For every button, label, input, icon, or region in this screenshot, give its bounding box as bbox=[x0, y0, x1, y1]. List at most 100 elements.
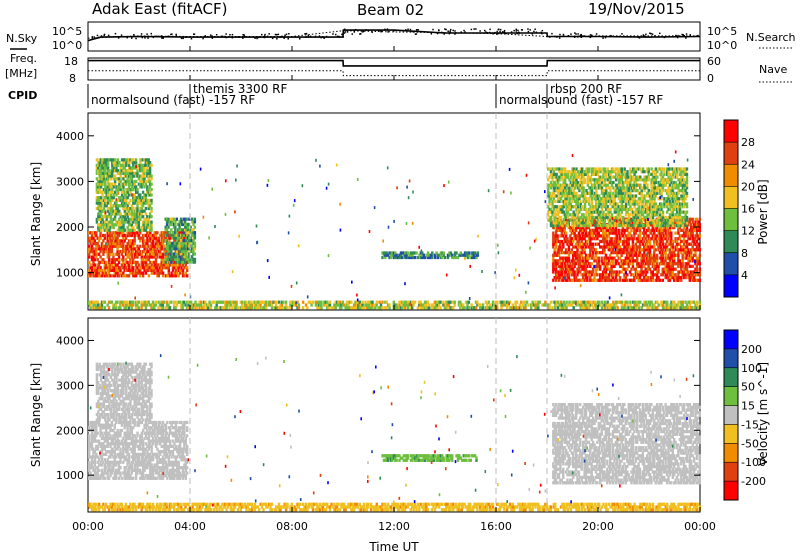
power-cell bbox=[695, 264, 699, 268]
power-cell bbox=[613, 264, 616, 268]
power-cell bbox=[185, 244, 188, 248]
power-cell bbox=[668, 303, 672, 307]
power-cell bbox=[630, 248, 633, 252]
power-cell bbox=[130, 177, 134, 181]
freq-label: Freq. bbox=[10, 52, 37, 65]
power-cell bbox=[125, 217, 128, 221]
power-cell bbox=[606, 245, 609, 249]
noise-sample bbox=[642, 34, 645, 36]
power-cell bbox=[590, 242, 593, 246]
power-cell bbox=[119, 223, 122, 227]
power-cell bbox=[104, 228, 107, 232]
power-cell bbox=[174, 268, 178, 272]
power-cell bbox=[90, 236, 94, 240]
power-cell bbox=[137, 201, 141, 205]
power-cell bbox=[695, 245, 699, 249]
power-cell bbox=[133, 231, 136, 235]
power-cell bbox=[184, 217, 187, 221]
power-cell bbox=[641, 270, 645, 274]
power-cell bbox=[92, 252, 95, 256]
power-cell bbox=[697, 256, 700, 260]
power-cell bbox=[314, 303, 318, 307]
noise-sample bbox=[438, 29, 440, 31]
power-cell bbox=[665, 276, 669, 280]
power-cell bbox=[670, 256, 673, 260]
power-cell bbox=[219, 306, 223, 310]
power-cell bbox=[98, 163, 101, 167]
power-cell bbox=[597, 251, 600, 255]
power-cell bbox=[557, 239, 561, 244]
power-cell bbox=[96, 242, 99, 246]
power-cell bbox=[674, 231, 677, 235]
power-cell bbox=[673, 306, 676, 310]
power-cell bbox=[651, 264, 654, 268]
power-cell bbox=[562, 180, 565, 185]
power-cell bbox=[136, 190, 139, 194]
power-cell bbox=[95, 166, 99, 170]
noise-sample bbox=[304, 33, 306, 35]
power-cell bbox=[181, 220, 184, 224]
power-cell bbox=[150, 201, 153, 205]
power-cell bbox=[626, 303, 629, 307]
power-cell bbox=[248, 306, 251, 310]
power-cell bbox=[617, 228, 620, 232]
power-cell bbox=[636, 273, 639, 277]
noise-sample bbox=[445, 28, 447, 31]
power-cell bbox=[116, 220, 120, 224]
power-cell bbox=[132, 161, 135, 165]
power-cell bbox=[694, 253, 697, 257]
power-cell bbox=[555, 189, 558, 193]
power-cell bbox=[147, 206, 150, 211]
power-cell bbox=[105, 204, 108, 208]
power-cell bbox=[586, 239, 589, 244]
power-cell bbox=[505, 300, 509, 304]
power-cell bbox=[246, 306, 250, 310]
power-cell bbox=[590, 178, 594, 182]
power-cell bbox=[191, 303, 194, 307]
power-cell bbox=[163, 236, 166, 240]
power-cell bbox=[412, 300, 415, 304]
power-cell bbox=[140, 225, 143, 230]
noise-sample bbox=[541, 32, 543, 35]
power-cell bbox=[95, 250, 98, 254]
power-cell bbox=[548, 199, 551, 203]
power-cell bbox=[566, 237, 569, 241]
power-cell bbox=[480, 306, 483, 310]
power-cell bbox=[667, 242, 670, 246]
power-cell bbox=[355, 306, 359, 310]
power-cell bbox=[109, 266, 112, 270]
power-cell bbox=[571, 205, 574, 209]
power-cell bbox=[136, 209, 139, 213]
power-cell bbox=[658, 234, 662, 238]
power-cell bbox=[646, 262, 649, 266]
power-cell bbox=[171, 255, 174, 259]
power-cell bbox=[554, 262, 558, 266]
noise-sample bbox=[237, 36, 240, 38]
nave-line bbox=[88, 70, 700, 77]
power-cell bbox=[167, 268, 170, 272]
power-cell bbox=[684, 276, 687, 280]
noise-sample bbox=[527, 30, 530, 33]
power-cell bbox=[411, 251, 414, 255]
power-cell bbox=[137, 220, 141, 224]
power-cell bbox=[399, 300, 403, 304]
power-cell bbox=[115, 239, 118, 243]
power-cell bbox=[132, 247, 135, 251]
noise-sample bbox=[114, 32, 117, 35]
power-cell bbox=[228, 306, 231, 310]
power-cell bbox=[105, 158, 108, 162]
power-cell bbox=[357, 300, 360, 304]
power-cell bbox=[388, 255, 391, 260]
power-cell bbox=[171, 236, 174, 240]
power-cell bbox=[106, 209, 110, 213]
power-cell bbox=[572, 228, 575, 232]
power-cell bbox=[143, 179, 146, 184]
power-cell bbox=[124, 250, 128, 254]
power-cell bbox=[663, 270, 666, 274]
power-cell bbox=[671, 264, 674, 268]
power-cell bbox=[185, 300, 189, 304]
power-cell bbox=[559, 306, 563, 310]
power-cell bbox=[150, 206, 153, 211]
power-cell bbox=[173, 303, 176, 307]
power-cell bbox=[694, 226, 697, 230]
